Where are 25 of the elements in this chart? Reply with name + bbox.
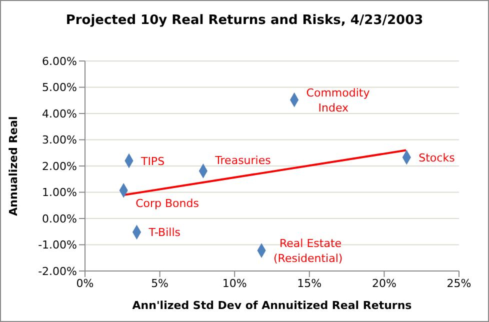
- annotation: T-Bills: [148, 226, 181, 240]
- x-tick-label: 0%: [76, 276, 94, 290]
- annotation: Treasuries: [214, 154, 272, 167]
- y-tick-label: 3.00%: [42, 134, 77, 147]
- y-tick-label: 5.00%: [42, 81, 77, 94]
- y-tick-label: -2.00%: [38, 264, 77, 278]
- y-tick-label: 1.00%: [42, 186, 77, 200]
- x-tick-label: 25%: [446, 276, 472, 290]
- y-tick-label: -1.00%: [38, 238, 77, 252]
- annotation: TIPS: [140, 154, 165, 168]
- annotation: Commodity Index: [306, 86, 370, 114]
- y-axis-title: Annualized Real: [6, 116, 20, 216]
- chart-title: Projected 10y Real Returns and Risks, 4/23/2003: [64, 13, 424, 28]
- x-tick-label: 20%: [372, 276, 396, 290]
- x-tick-label: 5%: [151, 276, 169, 290]
- y-tick-label: 6.00%: [42, 54, 77, 68]
- annotation: Stocks: [418, 151, 456, 164]
- annotation: Corp Bonds: [136, 196, 200, 210]
- y-tick-label: 0.00%: [42, 212, 77, 226]
- y-tick-label: 4.00%: [42, 107, 77, 120]
- x-tick-label: 15%: [297, 276, 322, 290]
- x-tick-label: 10%: [222, 276, 247, 290]
- annotation: Real Estate (Residential): [274, 237, 343, 266]
- x-axis-title: Ann'lized Std Dev of Annuitized Real Returns: [132, 299, 412, 312]
- y-tick-label: 2.00%: [42, 160, 77, 173]
